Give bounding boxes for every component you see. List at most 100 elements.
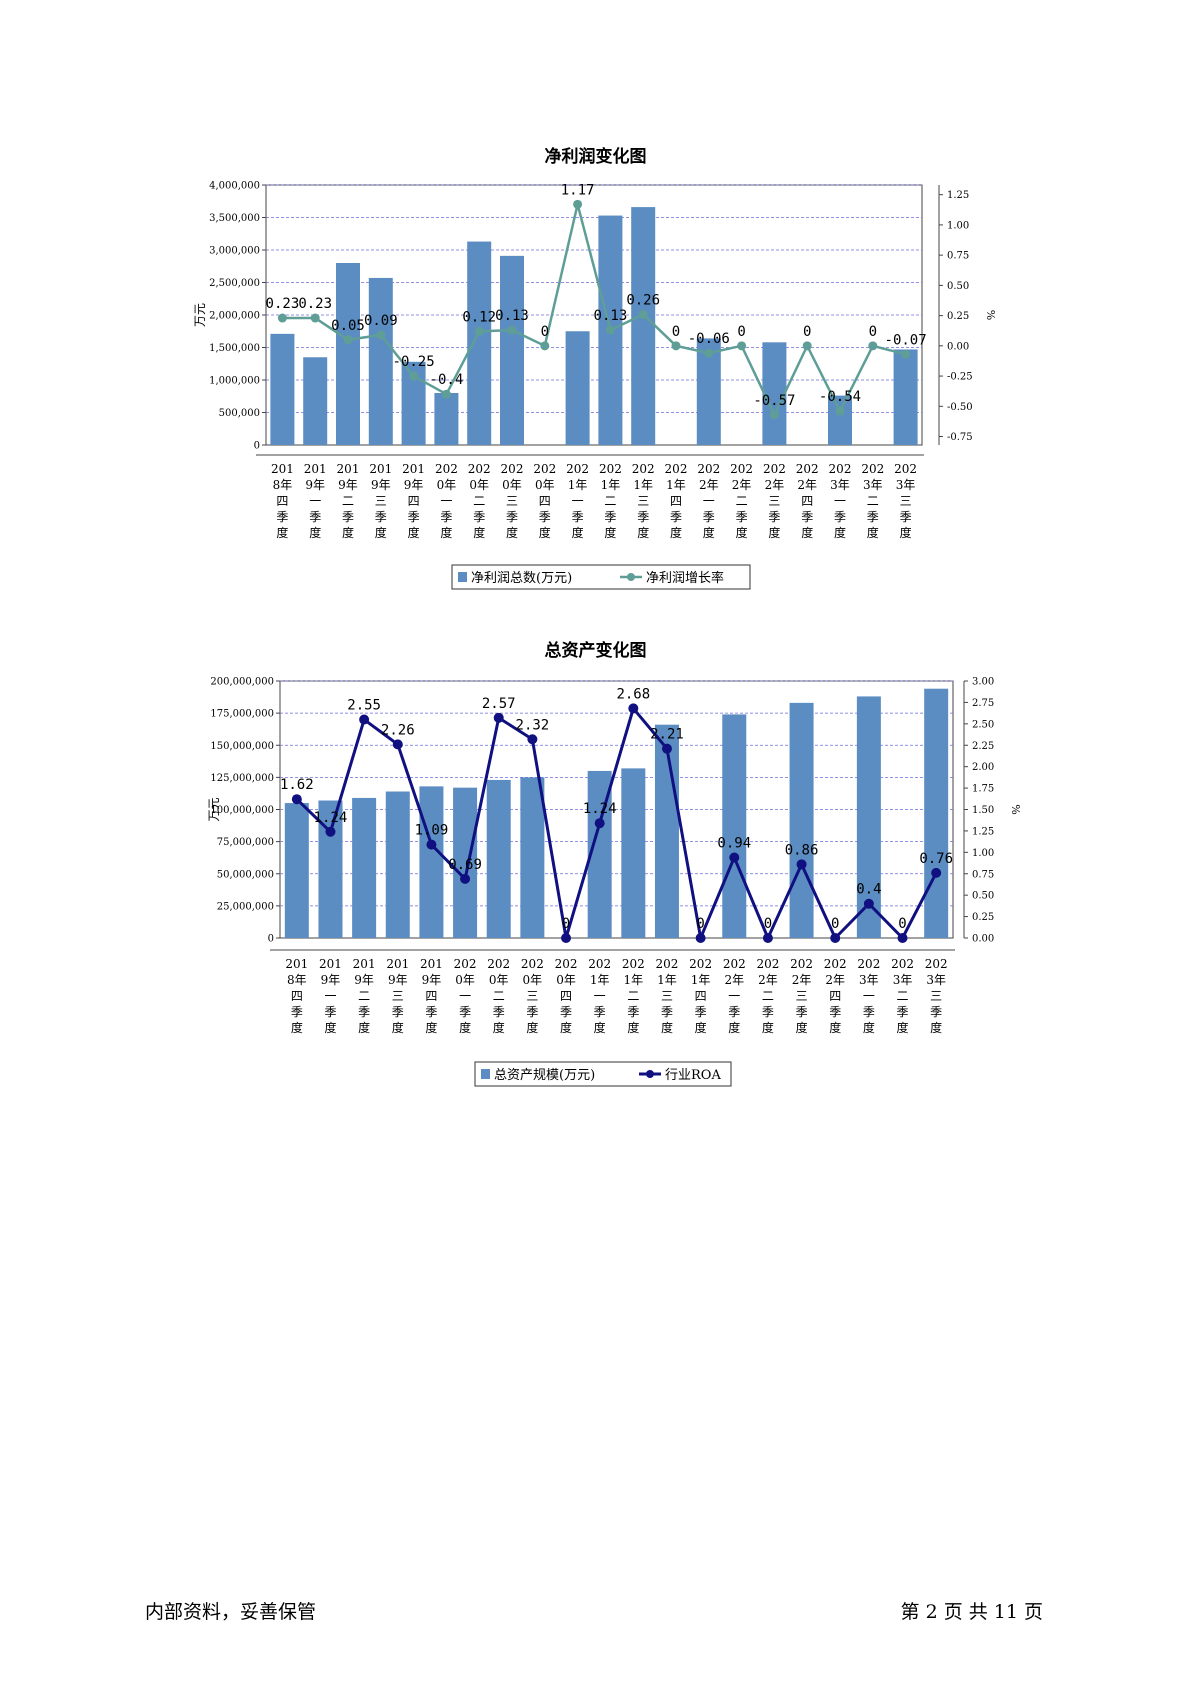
y-tick-label: 75,000,000 [217, 837, 274, 848]
x-tick-label: 一 [440, 494, 452, 508]
x-tick-label: 二 [627, 989, 639, 1003]
data-label: -0.06 [688, 331, 730, 347]
x-tick-label: 度 [768, 525, 780, 540]
total-assets-chart-svg: 0 25,000,000 50,000,000 75,000,000 100,000,0… [207, 677, 1022, 1087]
bar [893, 349, 918, 445]
data-label: -0.54 [819, 389, 861, 405]
x-tick-label: 季 [539, 510, 551, 524]
x-tick-label: 202 [566, 462, 589, 476]
y-tick-label: 2,500,000 [209, 278, 260, 289]
x-tick-label: 一 [324, 989, 336, 1003]
y2-tick-label: 0.25 [972, 912, 994, 923]
x-tick-label: 三 [526, 989, 538, 1003]
line-point [605, 325, 615, 335]
y-tick-label: 4,000,000 [209, 181, 260, 192]
x-tick-label: 202 [723, 957, 746, 971]
x-tick-label: 202 [689, 957, 712, 971]
x-tick-label: 一 [594, 989, 606, 1003]
data-label: 1.17 [561, 182, 595, 198]
y-tick-label: 0 [268, 934, 274, 945]
x-tick-label: 季 [291, 1005, 303, 1019]
x-tick-label: 度 [897, 1020, 909, 1035]
line-point [561, 933, 572, 943]
line-point [507, 325, 517, 335]
data-label: -0.4 [430, 372, 464, 388]
x-tick-label: 2年 [797, 478, 817, 492]
x-tick-label: 202 [763, 462, 786, 476]
legend-line-marker [627, 573, 635, 581]
data-label: 0 [737, 324, 745, 340]
x-tick-label: 季 [473, 510, 485, 524]
bar [654, 724, 679, 938]
data-label: 0 [803, 324, 811, 340]
x-tick-label: 0年 [502, 478, 522, 492]
x-tick-label: 度 [440, 525, 452, 540]
line-point [325, 826, 336, 837]
y2-tick-label: -0.25 [947, 372, 973, 383]
line-point [540, 341, 550, 351]
bar [303, 357, 328, 445]
x-tick-label: 3年 [893, 973, 913, 987]
x-tick-label: 度 [930, 1020, 942, 1035]
legend-bar-swatch [458, 572, 467, 582]
x-tick-label: 一 [309, 494, 321, 508]
x-tick-label: 0年 [455, 973, 475, 987]
data-label: -0.07 [885, 332, 927, 348]
data-label: -0.57 [753, 393, 795, 409]
data-label: 2.26 [381, 722, 415, 738]
x-tick-label: 3年 [830, 478, 850, 492]
data-label: 0.12 [462, 309, 496, 325]
bar [722, 714, 747, 938]
y2-axis-label: % [984, 310, 997, 320]
x-tick-label: 一 [459, 989, 471, 1003]
line-point [628, 703, 639, 714]
line-point [901, 349, 911, 359]
x-tick-label: 202 [521, 957, 544, 971]
x-tick-label: 度 [324, 1020, 336, 1035]
y2-tick-label: 3.00 [972, 677, 994, 688]
x-tick-label: 度 [408, 525, 420, 540]
x-tick-label: 3年 [896, 478, 916, 492]
y2-tick-label: 1.25 [972, 826, 994, 837]
x-tick-label: 度 [661, 1020, 673, 1035]
x-tick-label: 四 [670, 494, 682, 508]
x-tick-label: 二 [358, 989, 370, 1003]
x-tick-label: 度 [459, 1020, 471, 1035]
data-label: 2.32 [516, 717, 550, 733]
x-tick-label: 三 [661, 989, 673, 1003]
x-tick-label: 9年 [338, 478, 358, 492]
x-tick-label: 度 [309, 525, 321, 540]
x-tick-label: 1年 [657, 973, 677, 987]
x-tick-label: 季 [900, 510, 912, 524]
x-tick-label: 9年 [404, 478, 424, 492]
data-label: 0.23 [266, 296, 300, 312]
x-tick-label: 2年 [792, 973, 812, 987]
line-point [426, 839, 437, 850]
x-tick-label: 季 [309, 510, 321, 524]
x-tick-label: 2年 [825, 973, 845, 987]
x-tick-label: 季 [324, 1005, 336, 1019]
x-tick-label: 202 [730, 462, 753, 476]
x-tick-label: 8年 [273, 478, 293, 492]
x-tick-label: 1年 [691, 973, 711, 987]
x-tick-label: 201 [386, 957, 409, 971]
data-label: 0 [831, 916, 839, 932]
x-tick-label: 度 [425, 1020, 437, 1035]
x-tick-label: 二 [473, 494, 485, 508]
y2-tick-label: 0.50 [972, 891, 994, 902]
x-tick-label: 1年 [568, 478, 588, 492]
data-label: 2.21 [650, 727, 684, 743]
x-tick-label: 202 [468, 462, 491, 476]
x-tick-label: 度 [526, 1020, 538, 1035]
x-tick-label: 三 [768, 494, 780, 508]
y2-tick-label: 0.00 [972, 934, 994, 945]
x-tick-label: 季 [342, 510, 354, 524]
data-label: 0 [696, 916, 704, 932]
x-tick-label: 度 [863, 1020, 875, 1035]
y2-tick-label: 0.75 [947, 251, 969, 262]
bar [500, 255, 524, 445]
line-point [695, 933, 706, 943]
x-tick-label: 202 [454, 957, 477, 971]
data-label: 0 [764, 916, 772, 932]
x-tick-label: 度 [695, 1020, 707, 1035]
